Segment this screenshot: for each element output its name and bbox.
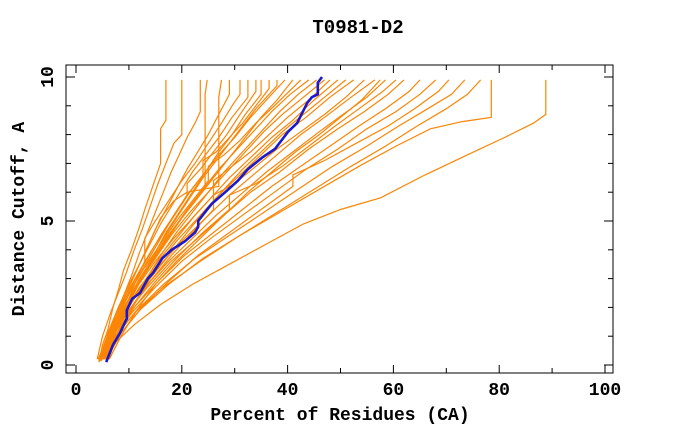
plot-border [65, 64, 614, 374]
y-axis-label: Distance Cutoff, A [10, 121, 30, 317]
model-curve [102, 79, 421, 360]
model-curve [96, 79, 183, 360]
x-axis-label: Percent of Residues (CA) [210, 406, 470, 426]
y-tick-label: 10 [39, 66, 59, 88]
model-curve [104, 79, 208, 360]
x-tick-label: 0 [70, 381, 82, 401]
x-tick-label: 60 [382, 381, 405, 401]
model-curve [101, 79, 466, 360]
model-curve [98, 79, 376, 361]
model-curve [103, 79, 331, 360]
highlight-curve [104, 76, 324, 363]
model-curve [99, 79, 167, 360]
x-tick-label: 80 [488, 381, 510, 401]
x-tick-label: 20 [170, 381, 193, 401]
model-curve [99, 79, 249, 360]
y-tick-label: 0 [39, 359, 59, 371]
chart-title: T0981-D2 [312, 17, 404, 39]
model-curve [104, 79, 482, 360]
model-curve [99, 79, 405, 361]
model-curve [108, 79, 381, 360]
model-curve [100, 79, 492, 361]
model-curve [98, 79, 302, 361]
x-tick-label: 40 [276, 381, 299, 401]
model-curve [106, 79, 450, 360]
model-curve [101, 79, 437, 360]
model-curve [105, 79, 397, 360]
x-tick-label: 100 [588, 381, 622, 401]
model-curve [100, 79, 325, 360]
model-curve [98, 79, 547, 363]
y-tick-label: 5 [39, 215, 59, 227]
